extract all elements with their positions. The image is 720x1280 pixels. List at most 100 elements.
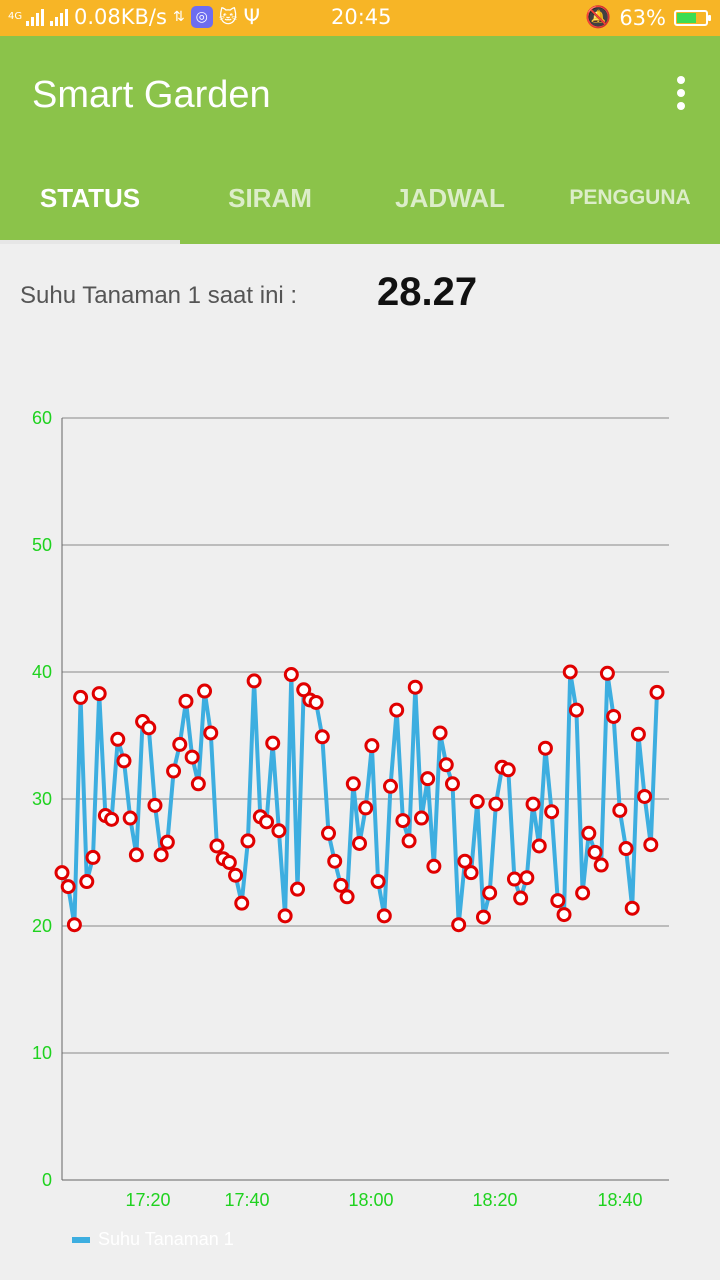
legend-swatch (72, 1236, 90, 1243)
data-point (85, 849, 101, 865)
data-point (197, 683, 213, 699)
tab-indicator (0, 240, 180, 244)
data-point (308, 694, 324, 710)
reading-label: Suhu Tanaman 1 saat ini : (20, 282, 298, 309)
data-point (382, 778, 398, 794)
data-point (166, 763, 182, 779)
data-point (364, 738, 380, 754)
temperature-line-chart: 0 10 20 30 40 50 60 17:20 17:40 18:00 18:20 18:40 (32, 408, 669, 1210)
data-point (271, 823, 287, 839)
data-point (407, 679, 423, 695)
y-tick-label: 50 (32, 535, 52, 555)
data-point (345, 776, 361, 792)
x-tick-label: 18:40 (597, 1190, 642, 1210)
data-point (79, 874, 95, 890)
data-point (178, 693, 194, 709)
tab-status[interactable]: STATUS (39, 183, 141, 213)
y-tick-label: 30 (32, 789, 52, 809)
data-point (562, 664, 578, 680)
data-point (110, 731, 126, 747)
y-tick-label: 60 (32, 408, 52, 428)
data-point (172, 736, 188, 752)
reading-value: 28.27 (377, 270, 478, 314)
data-point (531, 838, 547, 854)
battery-icon (674, 9, 711, 26)
tab-bar: STATUS SIRAM JADWAL PENGGUNA (0, 176, 720, 244)
data-point (352, 835, 367, 851)
data-point (184, 749, 200, 765)
data-point (587, 844, 603, 860)
data-point (618, 841, 634, 857)
app-icon: ◎ (190, 6, 213, 28)
data-point (395, 813, 411, 829)
data-point (147, 797, 163, 813)
data-point (122, 810, 138, 826)
data-point (463, 865, 479, 881)
data-point (575, 885, 591, 901)
clock: 20:45 (331, 5, 392, 29)
data-point (128, 847, 144, 863)
data-point (630, 726, 646, 742)
data-point (475, 909, 491, 925)
data-point (513, 890, 529, 906)
tab-siram[interactable]: SIRAM (228, 183, 312, 213)
battery-fill (677, 12, 696, 23)
data-point (389, 702, 405, 718)
data-point (500, 762, 516, 778)
data-point (649, 684, 665, 700)
y-tick-label: 20 (32, 916, 52, 936)
data-point (265, 735, 281, 751)
y-tick-label: 0 (42, 1170, 52, 1190)
data-point (370, 874, 386, 890)
x-tick-label: 17:20 (125, 1190, 170, 1210)
bell-muted-icon: 🔕 (585, 5, 612, 29)
cat-icon: 🐱 (218, 6, 238, 28)
data-point (376, 908, 392, 924)
data-point (506, 871, 522, 887)
overflow-menu-icon[interactable] (676, 76, 686, 112)
data-point (73, 689, 89, 705)
x-tick-label: 18:20 (472, 1190, 517, 1210)
data-point (159, 834, 175, 850)
data-point (246, 673, 262, 689)
data-point (457, 853, 473, 869)
data-point (469, 794, 485, 810)
data-point (612, 802, 628, 818)
data-point (116, 753, 132, 769)
data-point (66, 917, 82, 933)
data-point (234, 895, 250, 911)
data-point (444, 776, 460, 792)
data-point (321, 825, 337, 841)
data-point (141, 720, 157, 736)
data-point (537, 740, 553, 756)
data-transfer-icon: ⇅ (172, 9, 185, 25)
series-line (60, 670, 659, 927)
data-point (91, 686, 107, 702)
data-point (283, 667, 299, 683)
data-point (643, 837, 659, 853)
y-tick-label: 10 (32, 1043, 52, 1063)
data-point (599, 665, 615, 681)
data-point (544, 804, 560, 820)
tab-pengguna[interactable]: PENGGUNA (569, 186, 691, 209)
data-point (240, 833, 256, 849)
data-point (228, 867, 244, 883)
data-point (221, 855, 237, 870)
tab-jadwal[interactable]: JADWAL (395, 183, 505, 213)
data-point (637, 788, 653, 804)
data-point (432, 725, 448, 741)
signal-icon (26, 8, 44, 26)
data-point (606, 708, 622, 724)
data-point (568, 702, 584, 718)
data-point (339, 889, 355, 905)
data-icon (50, 8, 68, 26)
data-point (54, 865, 70, 881)
x-tick-label: 18:00 (348, 1190, 393, 1210)
network-speed: 0.08KB/s (74, 5, 167, 29)
data-point (426, 858, 442, 874)
usb-icon: Ψ (243, 5, 260, 29)
data-point (60, 879, 76, 895)
data-point (314, 729, 330, 745)
data-point (451, 917, 467, 933)
data-point (420, 771, 436, 787)
